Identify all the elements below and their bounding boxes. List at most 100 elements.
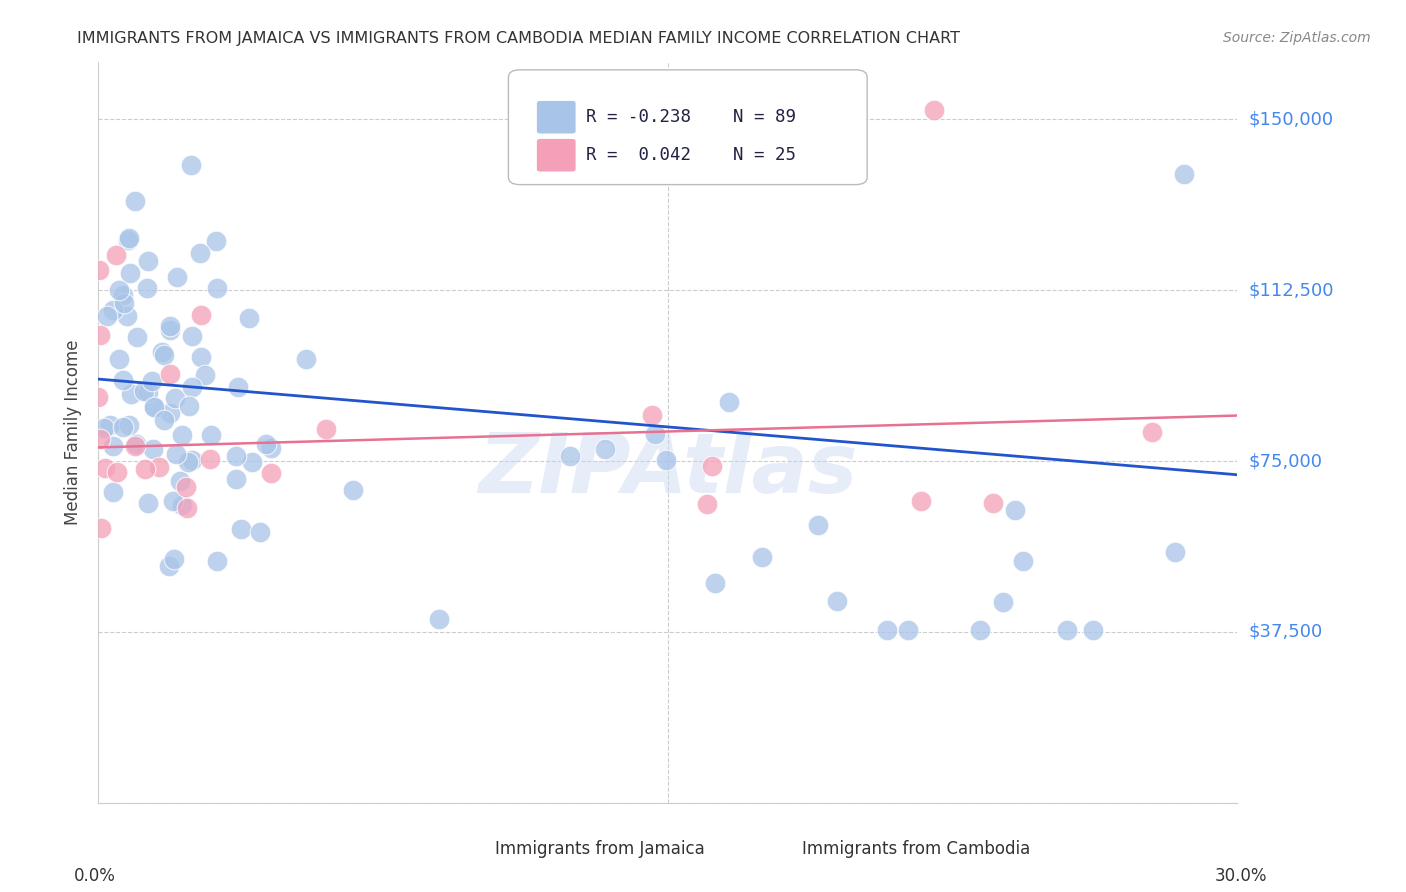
Point — [1004, 503, 1026, 517]
Point — [1011, 554, 1033, 568]
Point — [240, 455, 263, 469]
Point — [136, 496, 159, 510]
Point — [1056, 623, 1078, 637]
Point — [181, 452, 204, 467]
Point — [120, 386, 142, 401]
Point — [150, 345, 173, 359]
Point — [1173, 167, 1195, 181]
Point — [198, 452, 221, 467]
Point — [159, 406, 181, 420]
Point — [427, 612, 450, 626]
Circle shape — [461, 840, 488, 858]
Point — [142, 400, 165, 414]
Point — [177, 455, 200, 469]
Point — [229, 523, 252, 537]
Point — [118, 231, 141, 245]
FancyBboxPatch shape — [537, 139, 575, 171]
Point — [166, 269, 188, 284]
Point — [194, 368, 217, 383]
Point — [315, 422, 337, 436]
Point — [142, 442, 165, 456]
Point — [89, 432, 111, 446]
Point — [751, 549, 773, 564]
Point — [294, 352, 316, 367]
Point — [655, 452, 678, 467]
Point — [98, 417, 121, 432]
Point — [89, 327, 111, 342]
Point — [717, 395, 740, 409]
Text: R =  0.042    N = 25: R = 0.042 N = 25 — [586, 146, 796, 164]
Point — [238, 310, 260, 325]
Point — [112, 296, 135, 310]
Text: R = -0.238    N = 89: R = -0.238 N = 89 — [586, 108, 796, 127]
Point — [181, 379, 204, 393]
Point — [991, 595, 1014, 609]
Point — [172, 427, 194, 442]
Point — [181, 329, 204, 343]
Text: Immigrants from Cambodia: Immigrants from Cambodia — [803, 840, 1031, 858]
Point — [96, 309, 118, 323]
Point — [807, 517, 830, 532]
Point — [593, 442, 616, 457]
Text: Source: ZipAtlas.com: Source: ZipAtlas.com — [1223, 31, 1371, 45]
Point — [249, 524, 271, 539]
Point — [225, 472, 247, 486]
Point — [101, 485, 124, 500]
Point — [159, 318, 181, 333]
Point — [260, 467, 283, 481]
Point — [136, 384, 159, 399]
FancyBboxPatch shape — [509, 70, 868, 185]
Point — [170, 499, 193, 513]
Point — [225, 449, 247, 463]
Point — [1083, 623, 1105, 637]
Point — [825, 594, 848, 608]
Point — [127, 330, 149, 344]
Point — [204, 234, 226, 248]
Point — [108, 352, 131, 367]
Point — [136, 281, 159, 295]
Point — [101, 438, 124, 452]
Point — [148, 460, 170, 475]
Point — [696, 497, 718, 511]
Point — [111, 419, 134, 434]
Point — [969, 623, 991, 637]
Point — [152, 348, 174, 362]
Point — [176, 480, 198, 494]
Point — [207, 281, 229, 295]
Point — [112, 373, 135, 387]
Point — [169, 475, 191, 489]
Point — [117, 233, 139, 247]
Point — [94, 460, 117, 475]
Point — [124, 437, 146, 451]
Text: $37,500: $37,500 — [1249, 623, 1323, 641]
Text: Immigrants from Jamaica: Immigrants from Jamaica — [495, 840, 704, 858]
Point — [1164, 545, 1187, 559]
Circle shape — [768, 840, 796, 858]
Y-axis label: Median Family Income: Median Family Income — [65, 340, 83, 525]
Point — [180, 158, 202, 172]
Point — [107, 283, 129, 297]
Point — [910, 493, 932, 508]
Point — [89, 262, 111, 277]
Point — [105, 465, 128, 479]
Point — [176, 500, 198, 515]
Point — [190, 308, 212, 322]
FancyBboxPatch shape — [537, 101, 575, 134]
Point — [93, 421, 115, 435]
Point — [981, 496, 1004, 510]
Text: 0.0%: 0.0% — [73, 867, 115, 885]
Point — [142, 400, 165, 414]
Text: $112,500: $112,500 — [1249, 281, 1334, 299]
Point — [87, 390, 110, 404]
Point — [702, 458, 724, 473]
Point — [342, 483, 364, 497]
Point — [115, 310, 138, 324]
Point — [134, 461, 156, 475]
Point — [120, 266, 142, 280]
Point — [141, 374, 163, 388]
Point — [560, 449, 582, 463]
Point — [260, 441, 283, 455]
Point — [104, 248, 127, 262]
Point — [163, 551, 186, 566]
Point — [704, 576, 727, 591]
